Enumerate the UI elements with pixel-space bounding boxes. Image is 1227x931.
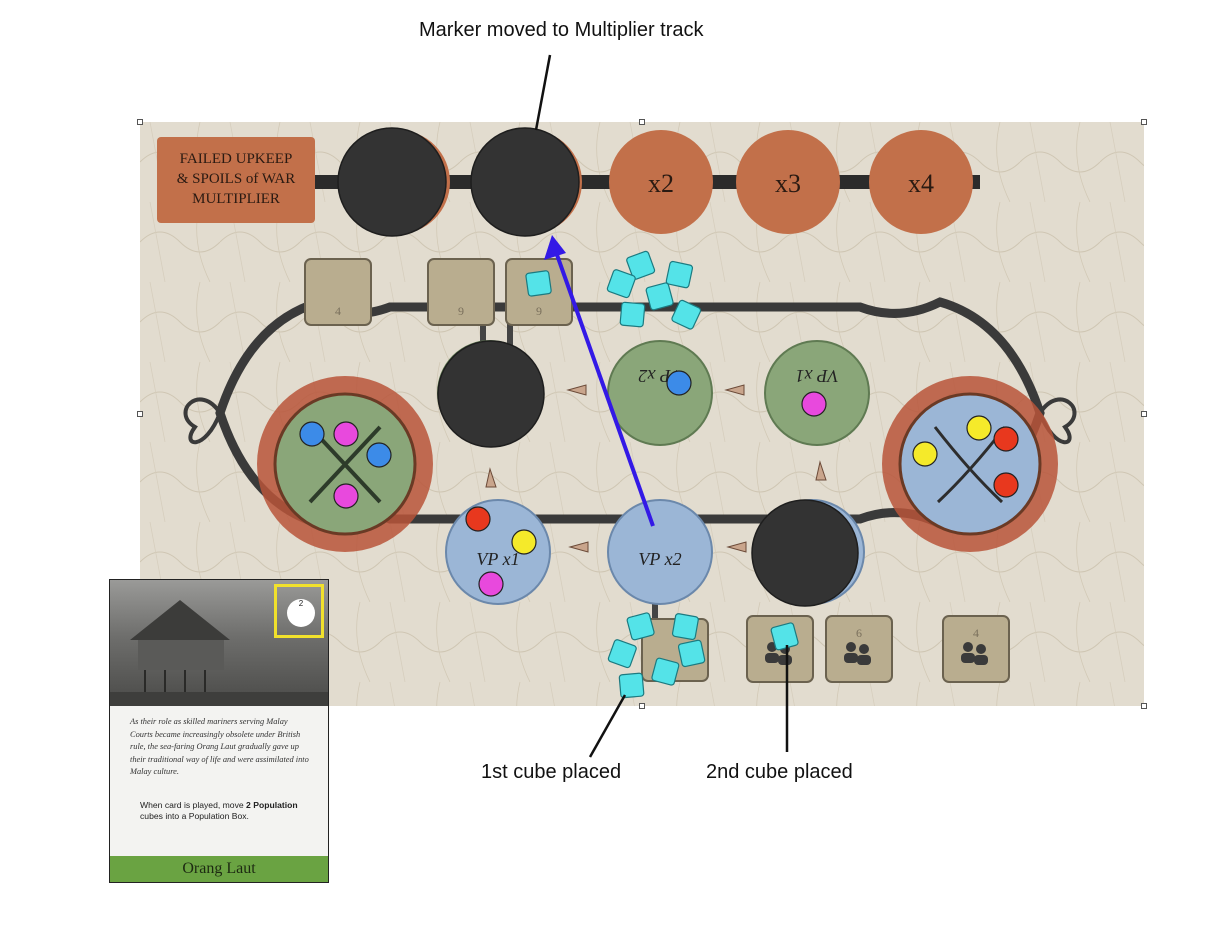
marker-disc[interactable]	[751, 499, 859, 607]
yellow-disc	[966, 415, 992, 441]
blue-disc	[299, 421, 325, 447]
top-box-1	[304, 258, 372, 326]
population-cube	[671, 299, 702, 330]
population-cube	[677, 639, 706, 668]
blue-node-2	[607, 499, 713, 605]
card-name: Orang Laut	[110, 856, 328, 882]
card-rule-prefix: When card is played, move	[140, 800, 247, 810]
selection-handle[interactable]	[1141, 119, 1147, 125]
card-flavor-text: As their role as skilled mariners servin…	[130, 717, 309, 776]
game-board: FAILED UPKEEP & SPOILS of WAR MULTIPLIER…	[140, 122, 1144, 706]
population-icons	[765, 642, 988, 665]
population-cube	[626, 250, 656, 280]
population-cube-second	[770, 622, 799, 651]
blue-disc	[366, 442, 392, 468]
population-cube	[525, 270, 552, 297]
green-node-2	[607, 340, 713, 446]
direction-hand-icons	[485, 384, 827, 553]
top-box-value: 9	[458, 304, 464, 318]
influence-discs	[299, 370, 1019, 597]
population-cube	[619, 301, 646, 328]
track-label-box	[157, 137, 315, 223]
population-box-value: 6	[856, 626, 862, 640]
population-cube	[607, 639, 637, 669]
card-rule-suffix: cubes into a Population Box.	[140, 811, 249, 821]
track-label-line: & SPOILS of WAR	[177, 171, 296, 187]
cube-cluster	[525, 250, 799, 699]
red-disc	[993, 472, 1019, 498]
marker-disc-moved[interactable]	[470, 127, 580, 237]
stilt-house-illustration	[110, 600, 328, 706]
selection-handle[interactable]	[1141, 703, 1147, 709]
multiplier-label-x3: x3	[775, 169, 801, 198]
selection-handle[interactable]	[137, 119, 143, 125]
population-cube	[665, 260, 694, 289]
track-label-line: FAILED UPKEEP	[180, 151, 293, 167]
annotation-first-cube: 1st cube placed	[481, 761, 622, 783]
card-rule-text: When card is played, move 2 Population c…	[140, 800, 320, 822]
annotation-marker-moved: Marker moved to Multiplier track	[419, 19, 704, 41]
blue-node-label: VP x2	[638, 549, 681, 569]
movement-arrow	[554, 251, 655, 527]
population-cube	[606, 269, 636, 299]
green-node-label: VP x1	[795, 366, 838, 386]
marker-disc[interactable]	[437, 340, 545, 448]
top-box-2	[427, 258, 495, 326]
red-disc	[993, 426, 1019, 452]
population-cube	[671, 613, 699, 641]
movement-arrowhead	[544, 235, 566, 260]
pink-disc	[333, 421, 359, 447]
selection-handle[interactable]	[639, 703, 645, 709]
board-svg: FAILED UPKEEP & SPOILS of WAR MULTIPLIER…	[140, 122, 1144, 706]
pink-disc	[801, 391, 827, 417]
leader-line-marker	[534, 54, 552, 131]
top-box-value: 4	[335, 304, 341, 318]
red-disc	[465, 506, 491, 532]
track-space-x2	[609, 130, 713, 234]
frame-scroll-right	[1038, 397, 1077, 445]
event-card[interactable]: 2 As their role as skilled mariners serv…	[109, 579, 329, 883]
track-space-x3	[736, 130, 840, 234]
track-label-line: MULTIPLIER	[192, 191, 280, 207]
card-rule-bold: 2 Population	[246, 800, 298, 810]
pink-disc	[333, 483, 359, 509]
multiplier-label-x2: x2	[648, 169, 674, 198]
population-cost-icon: 2	[287, 599, 315, 627]
blue-node-label: VP x1	[476, 549, 519, 569]
population-cube	[645, 282, 674, 311]
yellow-disc	[511, 529, 537, 555]
card-cost-value: 2	[298, 599, 304, 608]
yellow-disc	[912, 441, 938, 467]
track-space-x4	[869, 130, 973, 234]
population-box-value: 4	[973, 626, 979, 640]
population-cube	[618, 672, 645, 699]
card-cost-highlight	[274, 584, 324, 638]
pink-disc	[478, 571, 504, 597]
multiplier-label-x4: x4	[908, 169, 934, 198]
selection-handle[interactable]	[137, 411, 143, 417]
frame-scroll-left	[183, 397, 222, 445]
population-cube	[651, 657, 680, 686]
marker-disc[interactable]	[337, 127, 447, 237]
top-box-value: 9	[536, 304, 542, 318]
selection-handle[interactable]	[1141, 411, 1147, 417]
population-cube	[626, 612, 655, 641]
blue-disc	[666, 370, 692, 396]
selection-handle[interactable]	[639, 119, 645, 125]
annotation-second-cube: 2nd cube placed	[706, 761, 853, 783]
